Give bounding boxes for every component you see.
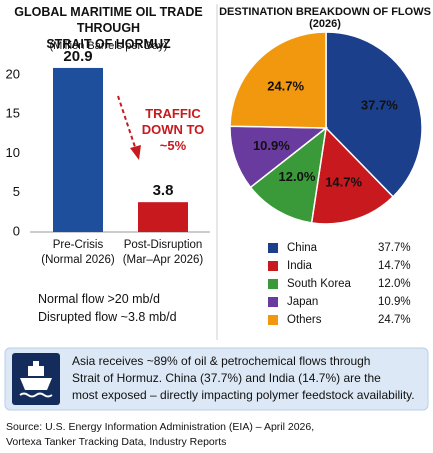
callout-text: most exposed – directly impacting polyme… xyxy=(72,388,415,402)
legend-swatch xyxy=(268,243,278,253)
pie-slice xyxy=(249,126,328,224)
annotation-arrow xyxy=(117,95,137,151)
legend-swatch xyxy=(268,315,278,325)
data-label: 20.9 xyxy=(63,48,92,65)
chart-title: GLOBAL MARITIME OIL TRADE THROUGH STRAIT… xyxy=(14,5,203,51)
source-text: Vortexa Tanker Tracking Data, Industry R… xyxy=(6,436,227,448)
legend-swatch xyxy=(268,261,278,271)
legend-label: Others xyxy=(287,314,322,326)
pie-slice xyxy=(325,31,423,198)
pie-slice xyxy=(229,31,327,129)
legend-value: 14.7% xyxy=(378,260,411,272)
legend-label: Japan xyxy=(287,296,318,308)
chart-subtitle: (Million Barrels per Day) xyxy=(49,40,168,52)
y-tick-label: 20 xyxy=(6,66,20,81)
pie-slice xyxy=(229,125,329,189)
note: Disrupted flow ~3.8 mb/d xyxy=(38,310,177,324)
legend-value: 37.7% xyxy=(378,242,411,254)
source-text: Source: U.S. Energy Information Administ… xyxy=(6,421,315,433)
annotation-arrowhead xyxy=(130,145,141,160)
note: Normal flow >20 mb/d xyxy=(38,292,160,306)
x-tick-label: Post-Disruption (Mar–Apr 2026) xyxy=(122,239,204,266)
legend-label: India xyxy=(287,260,313,272)
ship-icon xyxy=(19,361,53,398)
slice-label: 24.7% xyxy=(267,78,304,93)
slice-label: 14.7% xyxy=(325,174,362,189)
y-tick-label: 0 xyxy=(13,223,20,238)
legend-swatch xyxy=(268,279,278,289)
slice-label: 37.7% xyxy=(361,98,398,113)
pie-slice xyxy=(310,126,395,225)
y-tick-label: 15 xyxy=(6,106,20,121)
legend-swatch xyxy=(268,297,278,307)
bar xyxy=(138,202,188,232)
data-label: 3.8 xyxy=(153,182,174,199)
slice-label: 12.0% xyxy=(279,169,316,184)
y-tick-label: 5 xyxy=(13,184,20,199)
bar xyxy=(53,67,103,232)
x-tick-label: Pre-Crisis (Normal 2026) xyxy=(41,239,115,266)
legend-label: China xyxy=(287,242,318,254)
callout-text: Asia receives ~89% of oil & petrochemica… xyxy=(72,354,371,368)
legend-value: 24.7% xyxy=(378,314,411,326)
callout-box xyxy=(4,347,429,411)
annotation: TRAFFIC DOWN TO ~5% xyxy=(141,106,205,153)
legend-value: 10.9% xyxy=(378,296,411,308)
slice-label: 10.9% xyxy=(253,138,290,153)
legend-value: 12.0% xyxy=(378,278,411,290)
callout-text: Strait of Hormuz. China (37.7%) and Indi… xyxy=(72,371,381,385)
legend-label: South Korea xyxy=(287,278,352,290)
chart-title: DESTINATION BREAKDOWN OF FLOWS (2026) xyxy=(219,6,431,30)
y-tick-label: 10 xyxy=(6,145,20,160)
